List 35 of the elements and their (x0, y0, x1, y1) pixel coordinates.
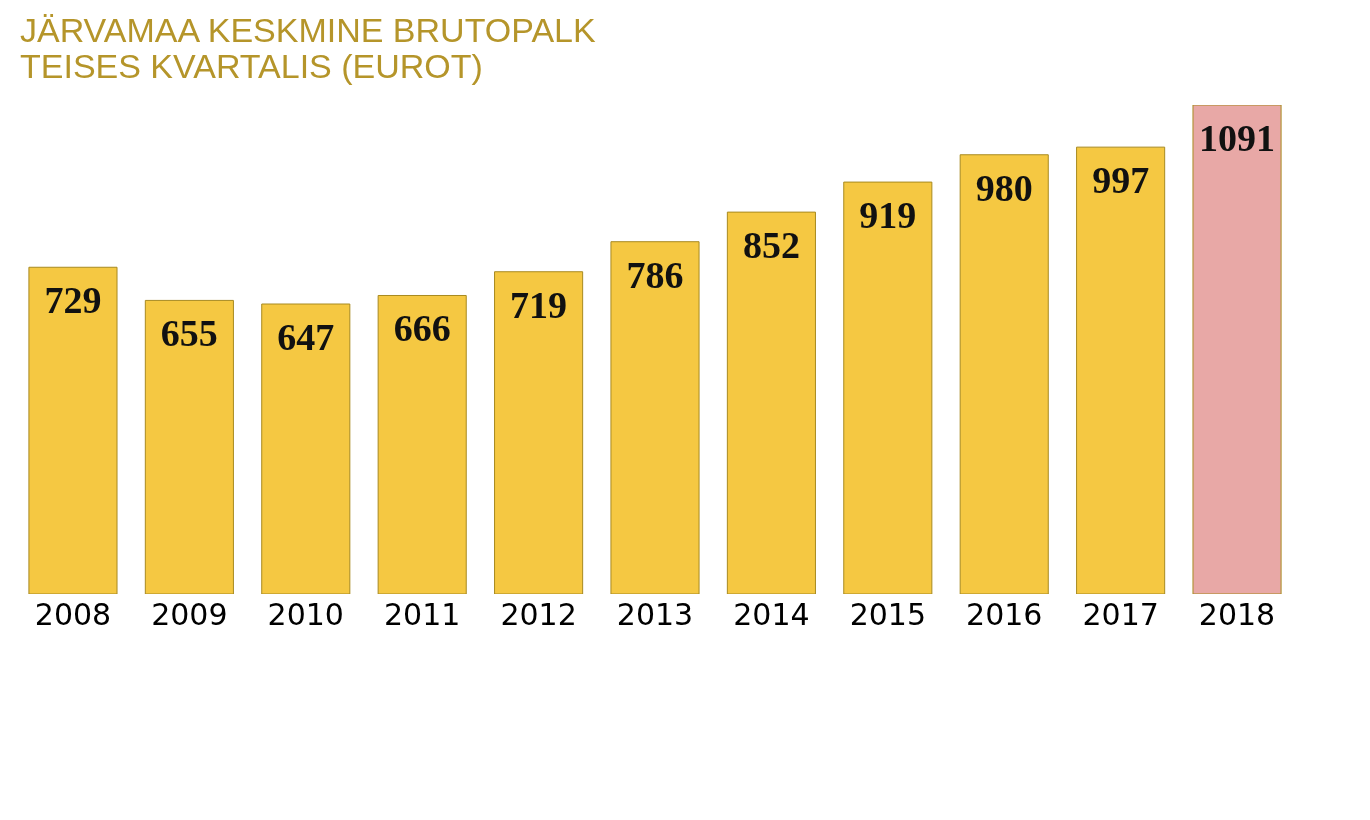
bar (261, 303, 351, 594)
data-label: 666 (393, 307, 451, 350)
x-tick-label: 2015 (849, 596, 926, 632)
data-label: 655 (160, 312, 218, 355)
data-label: 980 (975, 166, 1033, 209)
x-tick-label: 2012 (500, 596, 577, 632)
data-label: 997 (1092, 159, 1150, 202)
bar (959, 154, 1049, 594)
data-label: 786 (626, 253, 684, 296)
data-label: 729 (44, 279, 102, 322)
bar (494, 271, 584, 594)
x-tick-label: 2017 (1082, 596, 1159, 632)
x-tick-label: 2013 (616, 596, 694, 632)
data-label: 1091 (1199, 117, 1276, 159)
bar (843, 181, 933, 594)
x-tick-label: 2011 (384, 596, 461, 632)
bar (144, 299, 234, 594)
bar (726, 211, 816, 594)
x-tick-label: 2016 (966, 596, 1043, 632)
bar (610, 241, 700, 594)
text: JÄRVAMAA KESKMINE BRUTOPALK (20, 11, 596, 49)
x-tick-label: 2010 (267, 596, 344, 632)
bar (1076, 146, 1166, 594)
x-tick-label: 2014 (733, 596, 810, 632)
text: TEISES KVARTALIS (EUROT) (20, 47, 483, 85)
x-tick-label: 2009 (151, 596, 228, 632)
data-label: 719 (510, 283, 568, 326)
bar (1192, 105, 1282, 594)
data-label: 647 (277, 316, 335, 359)
data-label: 852 (742, 224, 800, 267)
data-label: 919 (859, 194, 917, 237)
x-tick-label: 2008 (34, 596, 112, 632)
bar (28, 266, 118, 594)
x-tick-label: 2018 (1198, 596, 1276, 632)
bar (377, 294, 467, 594)
